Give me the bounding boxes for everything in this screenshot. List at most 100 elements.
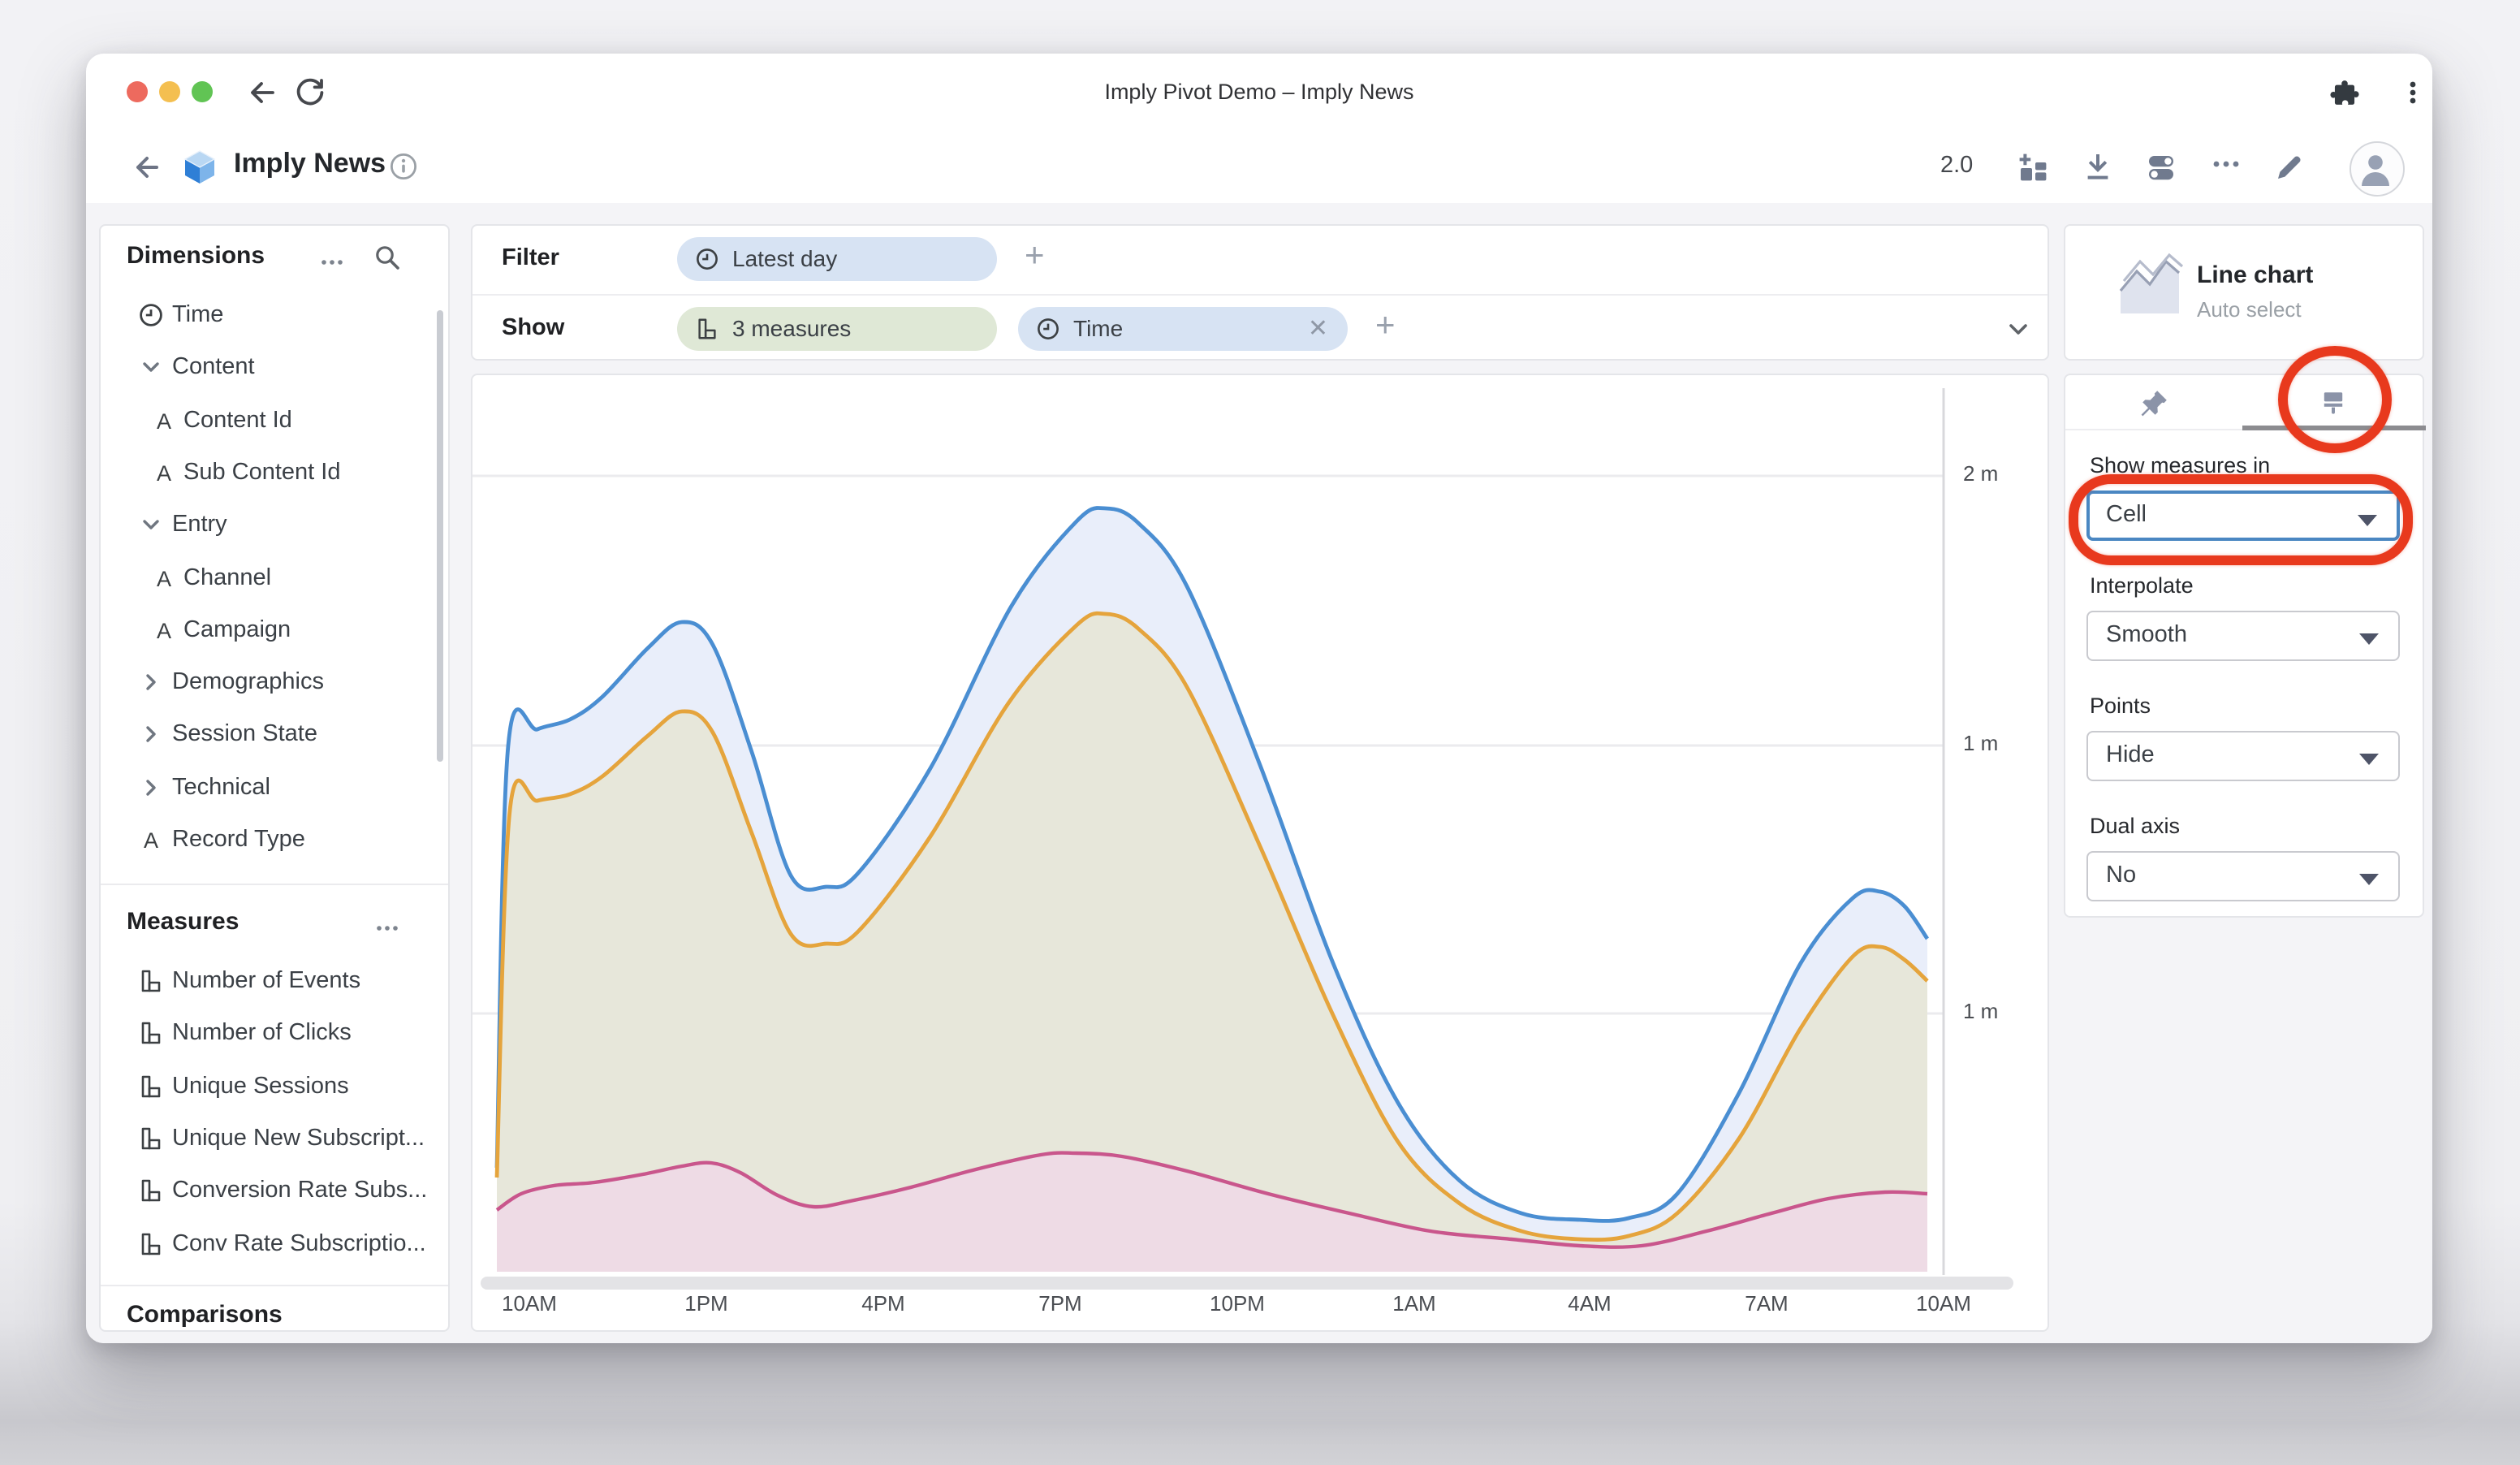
show-pill-measures[interactable]: 3 measures [677, 307, 997, 351]
select-value: Smooth [2106, 622, 2187, 648]
measures-header: Measures [101, 905, 448, 940]
show-row: Show 3 measures Time ✕ + [472, 294, 2048, 364]
chevron-down-icon [2359, 874, 2379, 885]
tab-style[interactable] [2244, 375, 2423, 429]
x-axis-label: 1PM [684, 1291, 728, 1316]
y-axis-label: 1 m [1963, 731, 1999, 755]
item-label: Unique Sessions [172, 1073, 349, 1100]
dimension-item-campaign[interactable]: A Campaign [101, 606, 448, 658]
letter-icon: A [156, 566, 171, 590]
middle-area [497, 613, 1927, 1247]
measure-item-number-of-clicks[interactable]: Number of Clicks [101, 1009, 448, 1061]
add-to-dashboard-icon[interactable] [2017, 151, 2049, 184]
chart-type-title: Line chart [2197, 261, 2314, 289]
chart-horizontal-scrollbar[interactable] [481, 1277, 2013, 1290]
style-panel: Show measures in Cell Interpolate Smooth Poi… [2064, 374, 2426, 918]
item-label: Conversion Rate Subs... [172, 1178, 428, 1204]
select-show-measures-in[interactable]: Cell [2086, 490, 2400, 541]
select-points[interactable]: Hide [2086, 731, 2400, 781]
browser-window: Imply Pivot Demo – Imply News Imp [86, 54, 2432, 1343]
chevron-down-icon[interactable] [2005, 317, 2031, 343]
dimension-item-content-id[interactable]: A Content Id [101, 395, 448, 447]
add-show-button[interactable]: + [1375, 307, 1396, 344]
clock-icon [136, 302, 166, 331]
chart-type-card[interactable]: Line chart Auto select [2064, 224, 2424, 361]
x-axis-label: 10AM [502, 1291, 557, 1316]
filter-pill-latest-day[interactable]: Latest day [677, 237, 997, 281]
browser-reload-icon[interactable] [294, 76, 326, 109]
browser-menu-kebab-icon[interactable] [2398, 78, 2431, 110]
dimension-item-content[interactable]: Content [101, 344, 448, 395]
search-icon[interactable] [373, 244, 401, 271]
extensions-puzzle-icon[interactable] [2330, 78, 2362, 110]
imply-cube-logo [180, 148, 216, 184]
remove-time-icon[interactable]: ✕ [1307, 315, 1328, 343]
item-label: Campaign [183, 616, 291, 643]
x-axis-label: 10AM [1916, 1291, 1971, 1316]
info-icon[interactable] [390, 153, 422, 185]
dimension-item-technical[interactable]: Technical [101, 763, 448, 815]
measure-item-unique-sessions[interactable]: Unique Sessions [101, 1061, 448, 1113]
measures-more-icon[interactable] [373, 914, 401, 942]
chart-area[interactable]: 10AM 1PM 4PM 7PM 10PM 1AM 4AM 7AM 10AM 2 m 1 m 1 m [471, 374, 2049, 1332]
traffic-light-zoom-button[interactable] [192, 81, 213, 102]
show-pill-time[interactable]: Time ✕ [1018, 307, 1348, 351]
y-axis-label: 1 m [1963, 999, 1999, 1023]
dimension-item-channel[interactable]: A Channel [101, 553, 448, 605]
app-back-icon[interactable] [130, 151, 162, 184]
clock-icon [1036, 317, 1060, 341]
chevron-right-icon [136, 669, 166, 698]
traffic-light-minimize-button[interactable] [159, 81, 180, 102]
letter-icon: A [156, 460, 171, 486]
sidebar-scrollbar[interactable] [437, 310, 443, 762]
line-chart-icon [2114, 248, 2186, 328]
dimension-item-session-state[interactable]: Session State [101, 711, 448, 763]
x-axis-label: 4PM [861, 1291, 905, 1316]
add-filter-button[interactable]: + [1025, 237, 1045, 274]
dimensions-title: Dimensions [127, 242, 265, 270]
more-options-icon[interactable] [2210, 154, 2242, 187]
item-label: Conv Rate Subscriptio... [172, 1230, 426, 1256]
measure-icon [136, 1126, 166, 1155]
measure-item-unique-new-subscript[interactable]: Unique New Subscript... [101, 1114, 448, 1166]
tab-pinboard[interactable] [2065, 375, 2244, 429]
chevron-down-icon [2358, 515, 2377, 526]
version-badge: 2.0 [1940, 153, 1974, 179]
letter-icon: A [156, 408, 171, 434]
dimension-item-sub-content-id[interactable]: A Sub Content Id [101, 448, 448, 500]
measure-item-conv-rate-subscriptio[interactable]: Conv Rate Subscriptio... [101, 1219, 448, 1271]
chevron-down-icon [136, 512, 166, 541]
field-label-dual-axis: Dual axis [2090, 814, 2181, 838]
browser-toolbar: Imply Pivot Demo – Imply News [86, 54, 2432, 132]
edit-pencil-icon[interactable] [2273, 151, 2306, 184]
blue-series-line [494, 506, 1929, 1223]
download-icon[interactable] [2082, 151, 2114, 184]
dimension-item-demographics[interactable]: Demographics [101, 658, 448, 710]
x-axis-label: 7AM [1745, 1291, 1789, 1316]
avatar[interactable] [2350, 141, 2405, 197]
active-tab-indicator [2242, 426, 2426, 430]
measure-item-conversion-rate-subs[interactable]: Conversion Rate Subs... [101, 1166, 448, 1218]
traffic-light-close-button[interactable] [127, 81, 148, 102]
chevron-down-icon [136, 355, 166, 384]
dimension-item-entry[interactable]: Entry [101, 500, 448, 552]
field-label-points: Points [2090, 694, 2151, 718]
measure-icon [136, 1021, 166, 1050]
settings-toggles-icon[interactable] [2145, 151, 2177, 184]
select-dual-axis[interactable]: No [2086, 851, 2400, 901]
measure-item-number-of-events[interactable]: Number of Events [101, 957, 448, 1009]
x-axis-label: 7PM [1038, 1291, 1082, 1316]
select-interpolate[interactable]: Smooth [2086, 611, 2400, 661]
clock-icon [695, 247, 719, 271]
y-axis-label: 2 m [1963, 461, 1999, 486]
divider [101, 884, 448, 885]
measure-icon [136, 1178, 166, 1207]
item-label: Session State [172, 721, 317, 748]
filter-bar: Filter Latest day + Show [471, 224, 2049, 361]
dimension-item-record-type[interactable]: A Record Type [101, 815, 448, 867]
browser-back-icon[interactable] [245, 76, 278, 109]
blue-area [497, 508, 1927, 1240]
dimensions-more-icon[interactable] [318, 248, 346, 276]
dimension-item-time[interactable]: Time [101, 291, 448, 343]
